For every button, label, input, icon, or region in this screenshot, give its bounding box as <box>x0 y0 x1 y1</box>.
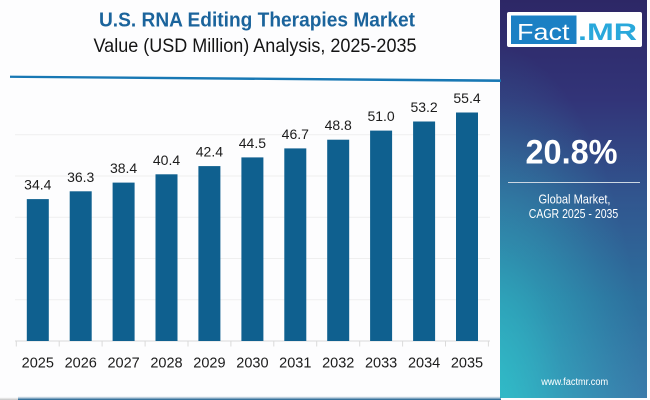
svg-text:.MR: .MR <box>578 19 637 46</box>
svg-text:www.factmr.com: www.factmr.com <box>540 377 608 388</box>
svg-text:Value (USD Million) Analysis,: Value (USD Million) Analysis, 2025-2035 <box>94 35 417 57</box>
svg-text:CAGR 2025 - 2035: CAGR 2025 - 2035 <box>529 207 619 221</box>
svg-text:36.3: 36.3 <box>67 169 94 185</box>
svg-text:51.0: 51.0 <box>367 108 394 124</box>
svg-text:2030: 2030 <box>236 356 268 372</box>
svg-text:2031: 2031 <box>279 356 311 372</box>
svg-text:2033: 2033 <box>365 356 397 372</box>
svg-text:38.4: 38.4 <box>110 160 137 176</box>
svg-text:44.5: 44.5 <box>239 135 266 151</box>
svg-text:2025: 2025 <box>22 356 54 372</box>
svg-text:2027: 2027 <box>107 356 139 372</box>
svg-text:Global Market,: Global Market, <box>539 193 611 207</box>
svg-text:55.4: 55.4 <box>453 90 480 106</box>
svg-text:42.4: 42.4 <box>196 144 223 160</box>
svg-text:20.8%: 20.8% <box>526 134 618 172</box>
svg-text:53.2: 53.2 <box>410 99 437 115</box>
svg-text:2035: 2035 <box>451 356 483 372</box>
svg-text:2032: 2032 <box>322 356 354 372</box>
svg-text:48.8: 48.8 <box>325 117 352 133</box>
svg-text:2028: 2028 <box>150 356 182 372</box>
svg-text:U.S. RNA Editing Therapies Mar: U.S. RNA Editing Therapies Market <box>99 9 415 31</box>
svg-text:Fact: Fact <box>517 19 570 45</box>
svg-text:46.7: 46.7 <box>282 126 309 142</box>
svg-text:2026: 2026 <box>65 356 97 372</box>
svg-text:2034: 2034 <box>408 356 440 372</box>
svg-text:34.4: 34.4 <box>24 177 51 193</box>
svg-text:2029: 2029 <box>193 356 225 372</box>
svg-text:40.4: 40.4 <box>153 152 180 168</box>
